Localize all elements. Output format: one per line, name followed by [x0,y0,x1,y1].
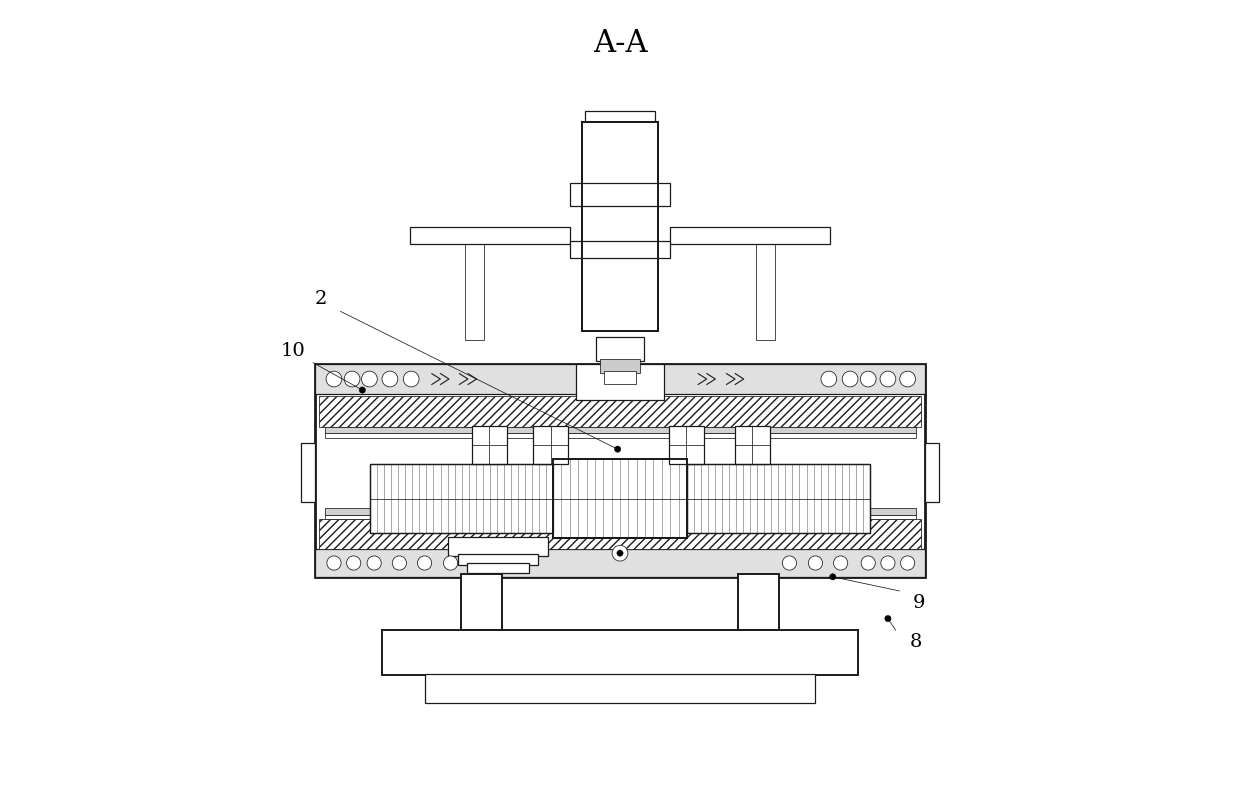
Bar [448,537,548,556]
Circle shape [833,556,848,571]
Bar [533,426,568,464]
Circle shape [861,556,875,571]
Bar [315,364,925,577]
Circle shape [613,545,627,561]
Text: 8: 8 [909,634,921,651]
Circle shape [808,556,822,571]
Circle shape [616,550,624,556]
Bar [582,122,658,331]
Circle shape [326,371,342,387]
Bar [461,574,502,630]
Bar [671,227,830,244]
Text: 2: 2 [315,291,327,308]
Circle shape [360,387,366,393]
Text: 9: 9 [913,594,926,611]
Bar [465,241,484,340]
Bar [325,427,915,433]
Text: 10: 10 [280,342,305,359]
Bar [424,674,816,703]
Circle shape [362,371,377,387]
Bar [325,515,915,519]
Circle shape [880,371,895,387]
Circle shape [900,556,915,571]
Circle shape [885,615,892,622]
Bar [599,359,641,373]
Text: A-A: A-A [593,28,647,58]
Bar [687,464,869,533]
Bar [569,241,671,258]
Bar [569,183,671,206]
Bar [325,433,915,438]
Bar [319,519,921,549]
Circle shape [403,371,419,387]
Bar [315,549,925,577]
Bar [925,443,939,503]
Circle shape [346,556,361,571]
Bar [319,396,921,427]
Bar [553,459,687,538]
Bar [315,364,925,394]
Circle shape [900,371,915,387]
Circle shape [444,556,458,571]
Bar [467,563,528,573]
Bar [371,464,553,533]
Bar [371,464,553,533]
Bar [382,630,858,675]
Bar [458,554,538,565]
Bar [301,443,315,503]
Bar [738,574,779,630]
Bar [735,426,770,464]
Bar [668,426,703,464]
Bar [756,241,775,340]
Bar [604,371,636,384]
Bar [472,426,506,464]
Bar [584,111,656,124]
Circle shape [830,574,836,580]
Bar [575,364,665,400]
Bar [410,227,569,244]
Bar [325,508,915,515]
Circle shape [861,371,877,387]
Bar [553,459,687,538]
Circle shape [345,371,360,387]
Circle shape [327,556,341,571]
Circle shape [382,371,398,387]
Bar [687,464,869,533]
Circle shape [880,556,895,571]
Circle shape [842,371,858,387]
Circle shape [392,556,407,571]
Circle shape [367,556,381,571]
Circle shape [821,371,837,387]
Circle shape [782,556,796,571]
Bar [582,122,658,331]
Bar [595,337,645,361]
Circle shape [418,556,432,571]
Circle shape [615,446,621,452]
